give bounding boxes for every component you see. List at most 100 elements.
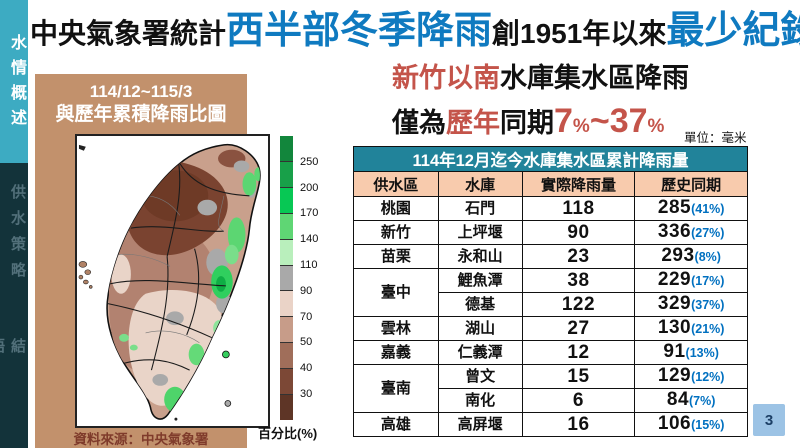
table-title-row: 114年12月迄今水庫集水區累計降雨量 (353, 146, 748, 172)
historic-value: 129 (657, 365, 692, 386)
table-row: 新竹 上坪堰 90 336(27%) (353, 220, 748, 245)
historic-value: 293 (661, 245, 695, 266)
sidebar-item-water-overview[interactable]: 水情概述 (0, 0, 28, 163)
title-segment: 創1951年以來 (492, 18, 667, 49)
summary-line2-text: 僅為 (392, 108, 446, 138)
colorbar-segment (280, 186, 293, 213)
range-min-percent-sign: % (572, 116, 590, 137)
historic-percent: (17%) (691, 274, 725, 288)
historic-rainfall-cell: 130(21%) (634, 316, 748, 341)
historic-rainfall-cell: 91(13%) (634, 340, 748, 365)
historic-percent: (27%) (691, 226, 725, 240)
historic-percent: (8%) (694, 250, 721, 264)
table-row: 南化 6 84(7%) (354, 388, 748, 413)
historic-percent: (13%) (685, 346, 719, 360)
region-cell: 新竹 (353, 220, 439, 245)
colorbar-segment (280, 136, 293, 161)
map-panel-date-range: 114/12~115/3 (89, 82, 193, 101)
title-segment-highlight: 最少紀錄 (666, 10, 800, 52)
colorbar-tick-label: 110 (300, 259, 318, 271)
colorbar-tick-label: 250 (300, 156, 319, 168)
actual-rainfall-cell: 27 (521, 316, 636, 341)
reservoir-cell: 鯉魚潭 (437, 268, 523, 293)
reservoir-cell: 上坪堰 (437, 220, 523, 245)
colorbar-segment (280, 394, 293, 420)
colorbar-segment (280, 368, 293, 395)
reservoir-cell: 永和山 (437, 244, 523, 269)
region-cell: 臺中 (353, 268, 439, 317)
table-title: 114年12月迄今水庫集水區累計降雨量 (353, 146, 748, 172)
historic-percent: (41%) (691, 202, 725, 216)
summary-line2-text: 同期 (500, 108, 554, 138)
actual-rainfall-cell: 16 (521, 412, 636, 437)
historic-rainfall-cell: 293(8%) (634, 244, 748, 269)
sidebar: 水情概述 供水策略 結語 (0, 0, 28, 448)
colorbar-tick-label: 140 (300, 233, 319, 245)
summary-line1: 新竹以南水庫集水區降雨 (392, 60, 689, 101)
historic-rainfall-cell: 84(7%) (634, 388, 748, 413)
colorbar-segment (280, 160, 293, 187)
region-cell: 雲林 (353, 316, 439, 341)
actual-rainfall-cell: 118 (521, 196, 636, 221)
actual-rainfall-cell: 15 (521, 364, 636, 389)
colorbar-segment (280, 342, 293, 369)
region-cell: 臺南 (353, 364, 439, 413)
historic-percent: (15%) (691, 418, 725, 432)
region-cell: 苗栗 (353, 244, 439, 269)
colorbar-caption: 百分比(%) (258, 426, 318, 441)
reservoir-cell: 高屏堰 (437, 412, 523, 437)
colorbar-gradient (280, 136, 293, 420)
column-header-historic: 歷史同期 (634, 171, 748, 197)
reservoir-cell: 德基 (437, 292, 523, 317)
actual-rainfall-cell: 90 (521, 220, 636, 245)
historic-value: 336 (657, 221, 692, 242)
region-cell: 高雄 (353, 412, 439, 437)
table-header-row: 供水區 水庫 實際降雨量 歷史同期 (353, 171, 748, 197)
map-panel-subtitle: 與歷年累積降雨比圖 (55, 104, 227, 125)
historic-value: 84 (666, 389, 690, 410)
colorbar-tick-label: 170 (300, 207, 319, 219)
actual-rainfall-cell: 38 (521, 268, 636, 293)
taiwan-rainfall-map (78, 143, 261, 421)
unit-label: 單位：毫米 (684, 131, 747, 145)
table-row: 臺南 曾文 15 129(12%) (353, 364, 748, 413)
colorbar-segment (280, 264, 293, 291)
range-max-percent-sign: % (647, 116, 665, 137)
historic-value: 285 (657, 197, 692, 218)
historic-value: 106 (657, 413, 692, 434)
reservoir-cell: 仁義潭 (437, 340, 523, 365)
rainfall-table: 114年12月迄今水庫集水區累計降雨量 供水區 水庫 實際降雨量 歷史同期 桃園… (353, 146, 748, 437)
table-row: 嘉義 仁義潭 12 91(13%) (353, 340, 748, 365)
reservoir-cell: 石門 (437, 196, 523, 221)
historic-rainfall-cell: 329(37%) (634, 292, 748, 317)
range-min-value: 7 (554, 102, 573, 140)
title-segment-highlight: 西半部冬季降雨 (226, 10, 493, 52)
table-row: 桃園 石門 118 285(41%) (353, 196, 748, 221)
historic-value: 130 (657, 317, 692, 338)
rainfall-summary-heading: 新竹以南水庫集水區降雨 僅為歷年同期7%~37% (392, 60, 689, 148)
historic-percent: (37%) (691, 298, 725, 312)
historic-rainfall-cell: 106(15%) (634, 412, 748, 437)
colorbar: 250 200 170 140 110 90 70 50 40 30 (280, 136, 340, 420)
colorbar-tick-label: 50 (300, 336, 313, 348)
table-row: 苗栗 永和山 23 293(8%) (353, 244, 748, 269)
historic-value: 229 (657, 269, 692, 290)
column-header-actual: 實際降雨量 (521, 171, 636, 197)
summary-line1-text: 水庫集水區降雨 (500, 63, 689, 93)
region-cell: 桃園 (353, 196, 439, 221)
column-header-reservoir: 水庫 (437, 171, 523, 197)
table-row: 高雄 高屏堰 16 106(15%) (353, 412, 748, 437)
reservoir-cell: 曾文 (437, 364, 523, 389)
colorbar-segment (280, 290, 293, 317)
historic-percent: (7%) (689, 394, 716, 408)
summary-line1-highlight: 新竹以南 (392, 63, 500, 93)
colorbar-tick-label: 30 (300, 388, 313, 400)
actual-rainfall-cell: 23 (521, 244, 636, 269)
sidebar-item-conclusion[interactable]: 結語 (0, 337, 26, 411)
sidebar-item-supply-strategy[interactable]: 供水策略 (9, 184, 26, 288)
historic-rainfall-cell: 336(27%) (634, 220, 748, 245)
page-number-badge: 3 (753, 404, 785, 436)
reservoir-cell: 南化 (437, 388, 523, 413)
colorbar-tick-label: 200 (300, 182, 319, 194)
column-header-region: 供水區 (353, 171, 439, 197)
